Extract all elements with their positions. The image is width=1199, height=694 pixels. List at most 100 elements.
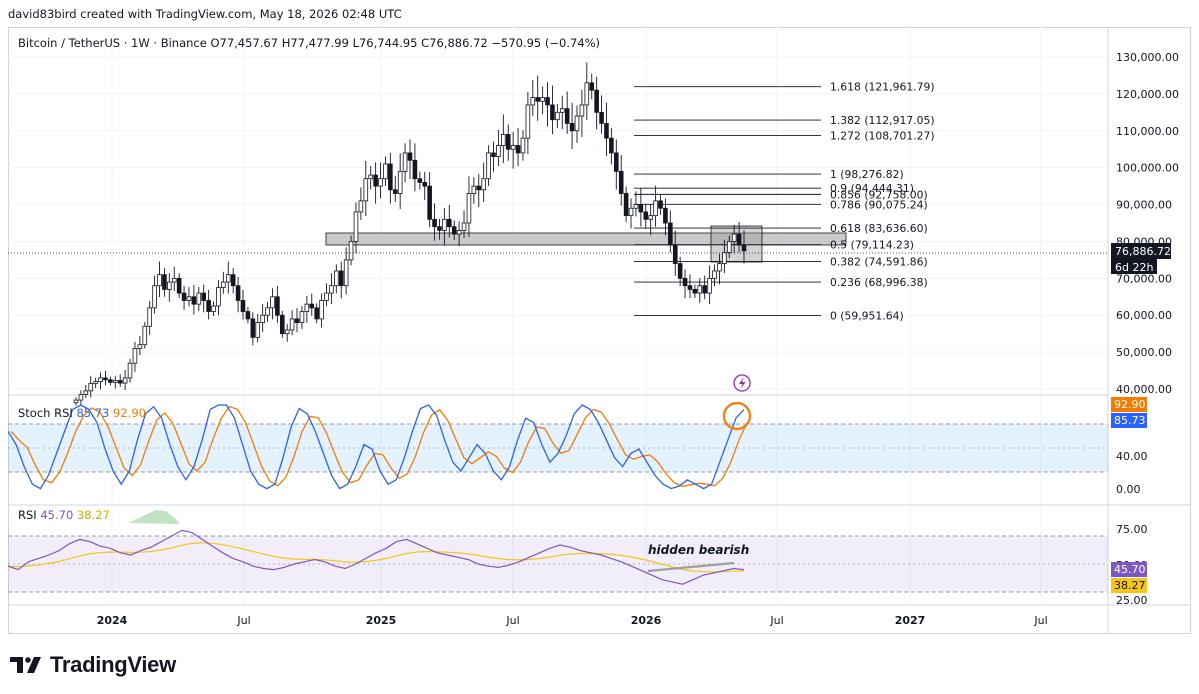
rsi-ma-value: 38.27 — [76, 508, 110, 522]
candle — [108, 376, 113, 386]
candle — [309, 293, 315, 316]
candle — [334, 264, 339, 294]
candle — [373, 162, 378, 204]
candle — [476, 173, 482, 208]
grid-lines — [8, 27, 1108, 605]
candle — [702, 275, 708, 300]
stoch-tick: 0.00 — [1116, 483, 1141, 496]
chart-canvas[interactable]: 1.618 (121,961.79) 1.382 (112,917.05) 1.27… — [8, 27, 1191, 634]
stoch-title: Stoch RSI — [18, 406, 73, 420]
candle — [545, 82, 550, 127]
candle — [181, 285, 187, 310]
price-tick: 70,000.00 — [1116, 272, 1172, 285]
candle — [314, 303, 319, 324]
candle — [98, 372, 103, 390]
candle — [137, 336, 143, 356]
symbol-legend[interactable]: Bitcoin / TetherUS · 1W · Binance O77,45… — [18, 36, 600, 50]
countdown-badge — [1111, 259, 1157, 274]
candle — [358, 187, 364, 221]
candle — [525, 92, 531, 155]
candle — [442, 208, 447, 246]
ohlc-close: C76,886.72 — [421, 36, 488, 50]
candle — [245, 307, 251, 324]
candle — [687, 274, 693, 299]
lightning-icon[interactable] — [733, 374, 751, 392]
candle — [736, 221, 742, 253]
candle — [402, 143, 408, 183]
brand-name: TradingView — [50, 652, 176, 677]
candle — [672, 230, 678, 276]
candle — [383, 156, 388, 186]
candle — [648, 204, 653, 236]
ohlc-open: O77,457.67 — [210, 36, 279, 50]
consolidation-box[interactable] — [710, 225, 763, 263]
candle — [171, 266, 177, 291]
stoch-d-value: 92.90 — [113, 406, 146, 420]
candle — [230, 268, 236, 294]
candle — [496, 129, 501, 167]
fib-level-label: 0.9 (94,444.31) — [830, 182, 914, 195]
candle — [279, 310, 285, 338]
candle — [658, 194, 663, 215]
price-tick: 40,000.00 — [1116, 383, 1172, 396]
candle — [505, 124, 511, 161]
fib-level-label: 1.618 (121,961.79) — [830, 81, 935, 94]
candle — [319, 293, 324, 328]
candle — [628, 198, 634, 229]
time-axis: 2024 Jul 2025 Jul 2026 Jul 2027 Jul — [97, 614, 1048, 627]
time-tick: Jul — [1033, 614, 1047, 627]
candle — [623, 186, 629, 223]
candle — [731, 224, 737, 254]
candle — [176, 273, 182, 298]
fib-level-label: 0.786 (90,075.24) — [830, 198, 928, 211]
fib-level-label: 0.856 (92,758.00) — [830, 188, 928, 201]
stoch-legend[interactable]: Stoch RSI 85.73 92.90 — [18, 406, 146, 420]
stoch-k-line — [8, 404, 745, 490]
candle — [515, 127, 521, 167]
candle — [530, 80, 536, 116]
fib-level-label: 0.5 (79,114.23) — [830, 239, 914, 252]
stoch-d-line — [10, 405, 748, 487]
time-tick: Jul — [236, 614, 250, 627]
candle — [461, 210, 467, 239]
candle — [270, 288, 275, 320]
rsi-ma-badge-label: 38.27 — [1114, 579, 1146, 592]
candle — [486, 145, 491, 186]
fib-retracement[interactable]: 1.618 (121,961.79) 1.382 (112,917.05) 1.27… — [634, 81, 935, 323]
candle — [397, 153, 403, 209]
candle — [363, 160, 369, 216]
candle — [712, 264, 717, 287]
rsi-title: RSI — [18, 508, 37, 522]
candle — [677, 256, 683, 287]
price-change: −570.95 (−0.74%) — [491, 36, 601, 50]
support-zone[interactable] — [325, 232, 847, 246]
time-tick: Jul — [505, 614, 519, 627]
tradingview-logo-icon — [10, 657, 41, 673]
candle — [348, 235, 354, 266]
rsi-tick: 25.00 — [1116, 594, 1148, 607]
candle — [103, 370, 108, 386]
candle — [638, 187, 644, 227]
candle — [112, 375, 118, 389]
rsi-legend[interactable]: RSI 45.70 38.27 — [18, 508, 110, 522]
candle — [255, 314, 261, 343]
candle — [618, 154, 624, 206]
rsi-tick: 75.00 — [1116, 523, 1148, 536]
candle — [132, 341, 138, 372]
candle — [275, 285, 280, 323]
candle — [343, 247, 349, 295]
candle — [481, 162, 486, 202]
divergence-line[interactable] — [647, 561, 735, 573]
candle — [589, 73, 595, 100]
candle — [726, 235, 732, 259]
candle — [201, 284, 207, 313]
candle — [83, 385, 89, 399]
price-axis: 130,000.00 120,000.00 110,000.00 100,000.00… — [1116, 51, 1179, 396]
candle — [294, 308, 300, 333]
tradingview-logo[interactable]: TradingView — [10, 652, 176, 678]
candle — [235, 276, 241, 313]
candle — [422, 171, 428, 201]
candle — [707, 265, 712, 305]
candle — [196, 287, 202, 312]
price-tick: 50,000.00 — [1116, 346, 1172, 359]
